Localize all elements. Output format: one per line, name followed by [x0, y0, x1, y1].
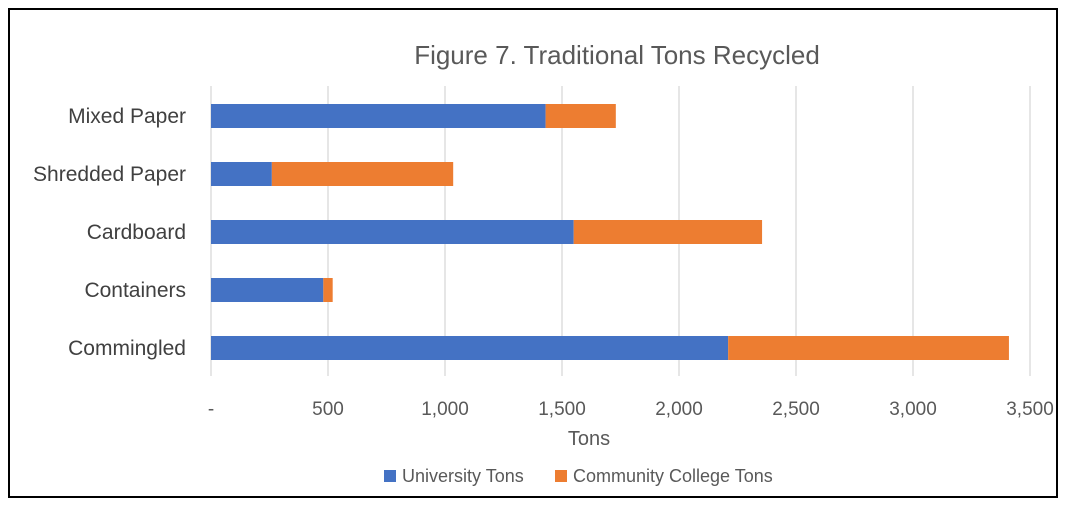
bar-segment	[211, 278, 324, 302]
x-tick-label: 2,000	[655, 399, 703, 420]
bar-segment	[211, 104, 546, 128]
x-tick-label: 1,000	[421, 399, 469, 420]
x-tick-label: -	[208, 399, 214, 420]
x-tick-label: 2,500	[772, 399, 820, 420]
x-axis-title: Tons	[568, 428, 610, 450]
chart-border	[8, 8, 1058, 498]
bar-segment	[573, 220, 763, 244]
legend-label: Community College Tons	[573, 466, 773, 486]
x-tick-label: 500	[312, 399, 344, 420]
x-tick-label: 1,500	[538, 399, 586, 420]
legend-label: University Tons	[402, 466, 524, 486]
bar-segment	[545, 104, 616, 128]
bar-segment	[211, 162, 272, 186]
legend: University Tons Community College Tons	[384, 466, 773, 486]
bar-segment	[728, 336, 1009, 360]
bar-segment	[211, 220, 574, 244]
x-tick-label: 3,000	[889, 399, 937, 420]
category-labels: Mixed Paper Shredded Paper Cardboard Contai…	[33, 105, 186, 360]
category-label: Commingled	[68, 337, 186, 360]
x-tick-label: 3,500	[1006, 399, 1054, 420]
bars	[211, 104, 1009, 360]
category-label: Shredded Paper	[33, 163, 186, 186]
category-label: Containers	[84, 279, 186, 302]
bar-segment	[323, 278, 333, 302]
category-label: Cardboard	[87, 221, 186, 244]
bar-segment	[211, 336, 729, 360]
bar-segment	[271, 162, 454, 186]
category-label: Mixed Paper	[68, 105, 186, 128]
chart-title: Figure 7. Traditional Tons Recycled	[414, 40, 820, 70]
legend-swatch	[384, 470, 396, 482]
legend-swatch	[555, 470, 567, 482]
x-axis-tick-labels: - 500 1,000 1,500 2,000 2,500 3,000 3,500	[208, 399, 1054, 420]
